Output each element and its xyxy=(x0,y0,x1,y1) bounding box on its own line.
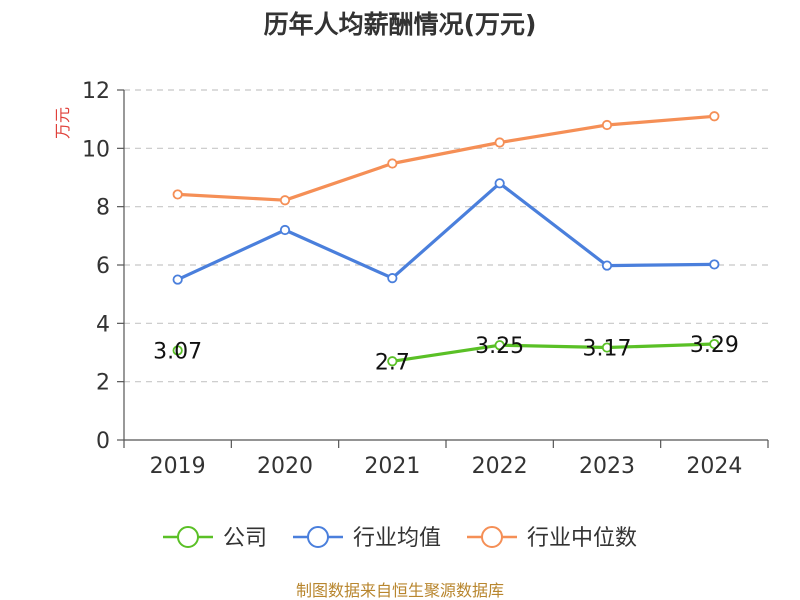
data-label-0-2: 2.7 xyxy=(375,350,410,375)
y-tick-label-6: 12 xyxy=(82,79,110,104)
data-label-0-4: 3.17 xyxy=(583,337,632,362)
legend-marker-2 xyxy=(481,526,504,548)
chart-title: 历年人均薪酬情况(万元) xyxy=(264,10,537,39)
point-1-1 xyxy=(279,224,291,236)
legend-marker-0 xyxy=(176,526,199,548)
y-tick-label-1: 2 xyxy=(96,371,110,396)
series-0 xyxy=(172,338,720,367)
x-tick-label-3: 2022 xyxy=(472,454,528,479)
x-tick-label-1: 2020 xyxy=(257,454,313,479)
point-1-4 xyxy=(601,260,613,271)
y-tick-label-2: 4 xyxy=(96,312,110,337)
point-0-0 xyxy=(172,345,183,356)
point-1-0 xyxy=(172,274,183,285)
series-line-1 xyxy=(177,181,715,282)
y-tick-label-3: 6 xyxy=(96,254,110,279)
point-2-3 xyxy=(494,137,505,148)
x-tick-label-0: 2019 xyxy=(150,454,206,479)
point-0-4 xyxy=(601,342,613,353)
data-label-0-5: 3.29 xyxy=(690,333,739,358)
legend-label-0: 公司 xyxy=(223,526,267,551)
x-tick-label-4: 2023 xyxy=(579,454,635,479)
y-tick-label-4: 8 xyxy=(96,196,110,221)
axes: 0 2 4 6 8 10 12 2019 2020 2021 2022 2023 2024 xyxy=(82,79,769,479)
legend-item-1: 行业均值 xyxy=(292,526,441,551)
legend-label-2: 行业中位数 xyxy=(527,526,637,551)
series-lines xyxy=(172,111,720,367)
legend-marker-1 xyxy=(306,526,329,548)
point-2-5 xyxy=(709,111,720,122)
data-labels: 3.07 2.7 3.25 3.17 3.29 xyxy=(153,333,739,375)
series-line-2 xyxy=(177,114,715,202)
legend-item-0: 公司 xyxy=(162,526,267,551)
point-2-2 xyxy=(387,158,398,169)
series-2 xyxy=(172,111,720,206)
series-1 xyxy=(172,178,720,285)
point-2-1 xyxy=(279,195,291,206)
point-2-0 xyxy=(172,189,183,200)
point-0-5 xyxy=(709,338,720,350)
data-label-0-0: 3.07 xyxy=(153,339,202,364)
legend-label-1: 行业均值 xyxy=(353,526,441,551)
data-label-0-3: 3.25 xyxy=(475,334,524,359)
gridlines xyxy=(124,89,768,383)
point-1-2 xyxy=(387,273,398,284)
x-tick-label-2: 2021 xyxy=(364,454,420,479)
legend-item-2: 行业中位数 xyxy=(467,526,637,551)
point-1-3 xyxy=(494,178,505,189)
point-1-5 xyxy=(709,259,720,270)
series-line-0 xyxy=(392,342,715,363)
x-tick-label-5: 2024 xyxy=(686,454,742,479)
y-tick-label-0: 0 xyxy=(96,429,110,454)
point-0-2 xyxy=(387,356,398,367)
legend: 公司 行业均值 行业中位数 xyxy=(162,526,637,551)
y-axis-label: 万元 xyxy=(53,107,72,139)
point-0-3 xyxy=(494,340,505,351)
source-note: 制图数据来自恒生聚源数据库 xyxy=(296,581,504,600)
point-2-4 xyxy=(601,119,613,131)
y-tick-label-5: 10 xyxy=(82,137,110,162)
